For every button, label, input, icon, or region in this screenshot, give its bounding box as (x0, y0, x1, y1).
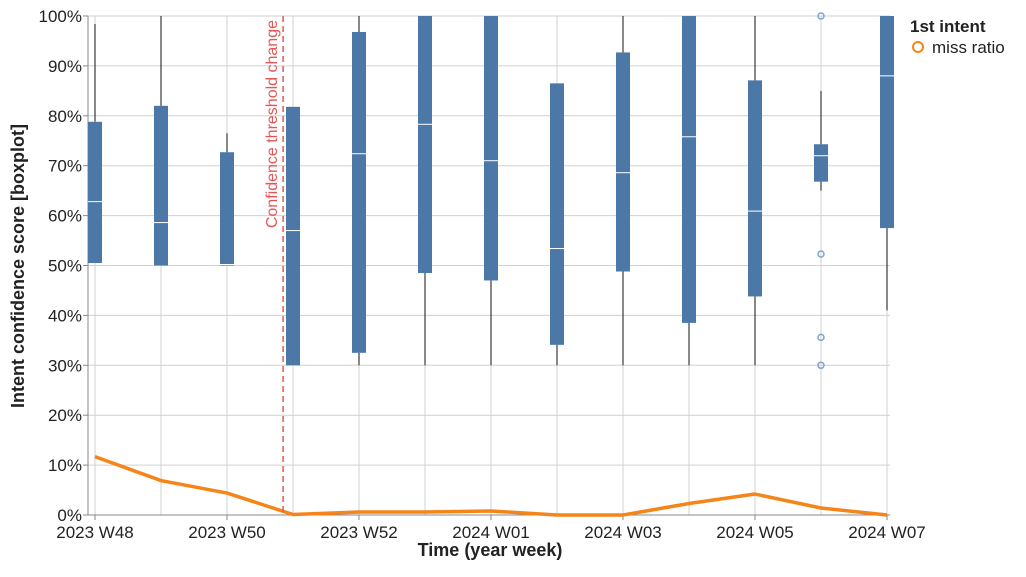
y-tick-label: 100% (39, 7, 82, 26)
y-tick-label: 20% (48, 406, 82, 425)
legend-title: 1st intent (910, 17, 986, 36)
y-tick-label: 80% (48, 107, 82, 126)
y-tick-label: 60% (48, 207, 82, 226)
y-tick-label: 50% (48, 257, 82, 276)
legend-symbol (912, 41, 924, 53)
box (814, 144, 828, 182)
box (154, 105, 168, 266)
y-axis-title: Intent confidence score [boxplot] (8, 124, 28, 408)
y-tick-label: 70% (48, 157, 82, 176)
legend-label: miss ratio (932, 38, 1005, 57)
line (94, 454, 888, 517)
outlier (817, 361, 825, 370)
box (418, 16, 432, 273)
x-axis-title: Time (year week) (418, 540, 563, 560)
box (748, 80, 762, 297)
x-tick-label: 2023 W52 (320, 523, 398, 542)
y-tick-label: 0% (57, 506, 82, 525)
x-tick-label: 2024 W01 (452, 523, 530, 542)
box (352, 31, 366, 353)
box (220, 152, 234, 266)
x-tick-label: 2024 W03 (584, 523, 662, 542)
box (484, 16, 498, 281)
x-tick-label: 2024 W05 (716, 523, 794, 542)
y-tick-label: 90% (48, 57, 82, 76)
y-tick-label: 30% (48, 356, 82, 375)
x-tick-label: 2023 W50 (188, 523, 266, 542)
box (880, 16, 894, 229)
annotation-text: Confidence threshold change (264, 20, 281, 228)
box (616, 52, 630, 272)
y-tick-label: 10% (48, 456, 82, 475)
box (550, 83, 564, 345)
outlier (817, 333, 825, 342)
box (682, 16, 696, 323)
outlier (817, 12, 825, 20)
outlier (817, 250, 825, 258)
x-tick-label: 2023 W48 (56, 523, 134, 542)
x-tick-label: 2024 W07 (848, 523, 926, 542)
box (88, 121, 102, 264)
box (286, 106, 300, 366)
legend: 1st intent miss ratio (910, 17, 1005, 57)
y-tick-label: 40% (48, 306, 82, 325)
